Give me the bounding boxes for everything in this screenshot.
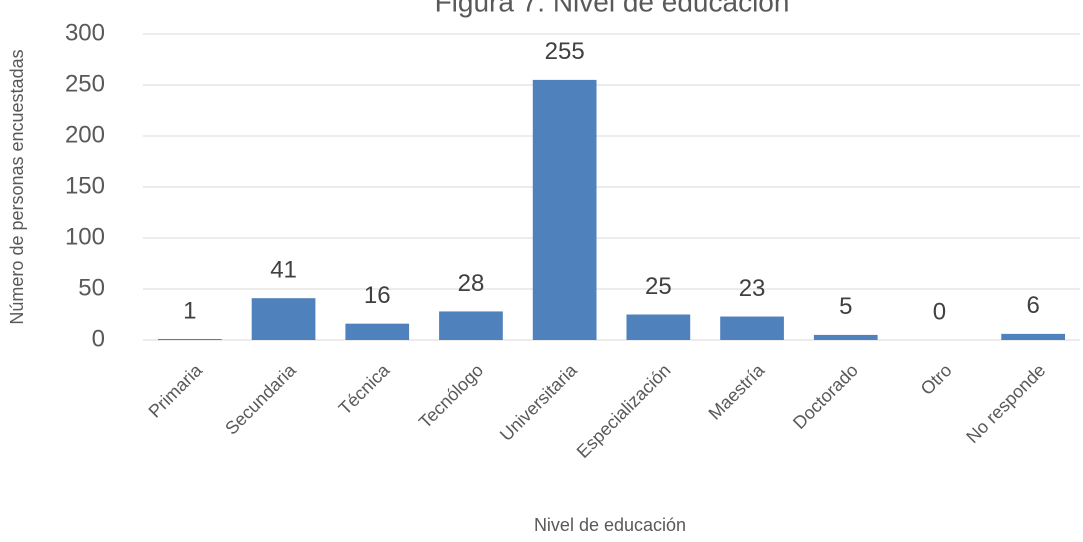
x-tick-label: Universitaria	[496, 359, 582, 445]
x-tick-label: No responde	[962, 360, 1049, 447]
x-tick-label: Secundaria	[221, 359, 300, 438]
x-tick-label: Doctorado	[789, 360, 862, 433]
bar	[439, 311, 503, 340]
x-tick-label: Tecnólogo	[415, 360, 487, 432]
y-tick-label: 300	[65, 19, 105, 46]
bar	[1001, 333, 1066, 340]
y-axis-label: Número de personas encuestadas	[7, 49, 27, 324]
bar	[532, 79, 597, 341]
y-tick-label: 100	[65, 223, 105, 250]
data-label: 23	[739, 275, 766, 302]
data-label: 6	[1026, 292, 1039, 319]
data-label: 25	[645, 273, 672, 300]
bar	[345, 323, 410, 340]
data-label: 16	[364, 282, 391, 309]
data-label: 0	[933, 298, 946, 325]
data-label: 255	[545, 38, 585, 65]
x-tick-label: Técnica	[335, 359, 394, 418]
y-tick-label: 150	[65, 172, 105, 199]
x-tick-label: Maestría	[705, 359, 769, 423]
chart-title: Figura 7: Nivel de educación	[435, 0, 790, 17]
bar	[720, 316, 784, 340]
x-tick-label: Otro	[917, 360, 956, 399]
data-label: 41	[270, 257, 297, 284]
bar	[251, 298, 316, 340]
bar	[626, 314, 691, 340]
y-tick-label: 200	[65, 121, 105, 148]
y-tick-label: 0	[92, 325, 105, 352]
bar	[813, 334, 878, 340]
x-tick-label: Especialización	[573, 360, 675, 462]
y-tick-label: 50	[78, 274, 105, 301]
x-tick-label: Primaria	[145, 359, 207, 421]
data-label: 1	[183, 297, 196, 324]
y-tick-label: 250	[65, 70, 105, 97]
bar	[157, 338, 222, 340]
data-label: 5	[839, 293, 852, 320]
data-label: 28	[458, 270, 485, 297]
x-axis-label: Nivel de educación	[534, 515, 686, 535]
